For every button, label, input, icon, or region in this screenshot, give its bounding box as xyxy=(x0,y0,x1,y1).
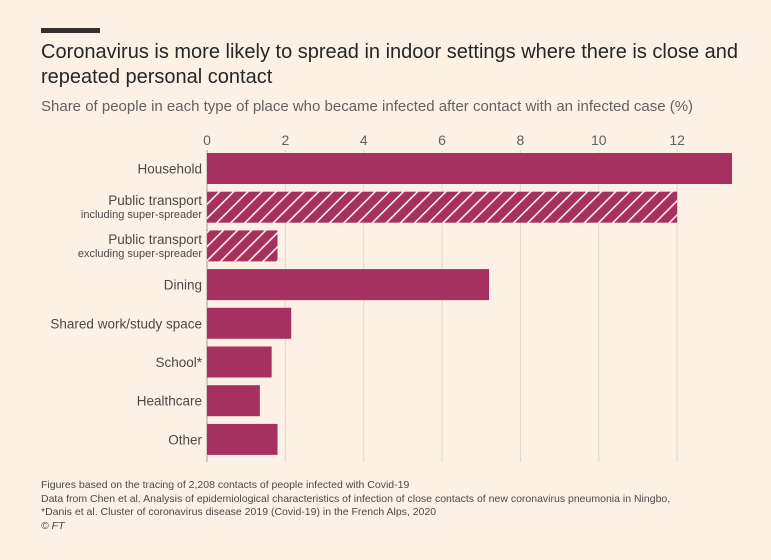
category-label: Dining xyxy=(164,278,202,293)
x-tick-label: 6 xyxy=(438,132,446,148)
category-label: Other xyxy=(168,432,202,447)
category-sublabel: including super-spreader xyxy=(81,209,202,221)
footer-note-tracing: Figures based on the tracing of 2,208 co… xyxy=(41,479,410,491)
footer-source-danis: *Danis et al. Cluster of coronavirus dis… xyxy=(41,506,437,518)
bar xyxy=(207,346,272,378)
category-label: Public transport xyxy=(108,193,202,208)
footer-source-chen: Data from Chen et al. Analysis of epidem… xyxy=(41,492,671,505)
x-tick-label: 0 xyxy=(203,132,211,148)
x-tick-label: 8 xyxy=(517,132,525,148)
footer-copyright: © FT xyxy=(41,519,65,532)
bar xyxy=(207,153,732,184)
category-label: Public transport xyxy=(108,232,202,247)
bar xyxy=(207,423,278,455)
header-rule xyxy=(41,28,100,33)
x-tick-label: 10 xyxy=(591,132,607,148)
category-label: Healthcare xyxy=(137,394,202,409)
chart-footer: Figures based on the tracing of 2,208 co… xyxy=(41,479,761,533)
bar xyxy=(207,191,678,223)
x-tick-label: 12 xyxy=(669,132,685,148)
chart-title: Coronavirus is more likely to spread in … xyxy=(41,41,739,88)
bar xyxy=(207,307,292,339)
category-label: Household xyxy=(137,162,202,177)
x-tick-label: 4 xyxy=(360,132,368,148)
category-label: School* xyxy=(155,355,202,370)
bar xyxy=(207,230,278,262)
x-tick-label: 2 xyxy=(281,132,289,148)
category-label: Shared work/study space xyxy=(50,316,202,331)
bar xyxy=(207,385,260,417)
category-sublabel: excluding super-spreader xyxy=(78,248,202,260)
chart-subtitle: Share of people in each type of place wh… xyxy=(41,98,694,115)
bar xyxy=(207,269,490,301)
